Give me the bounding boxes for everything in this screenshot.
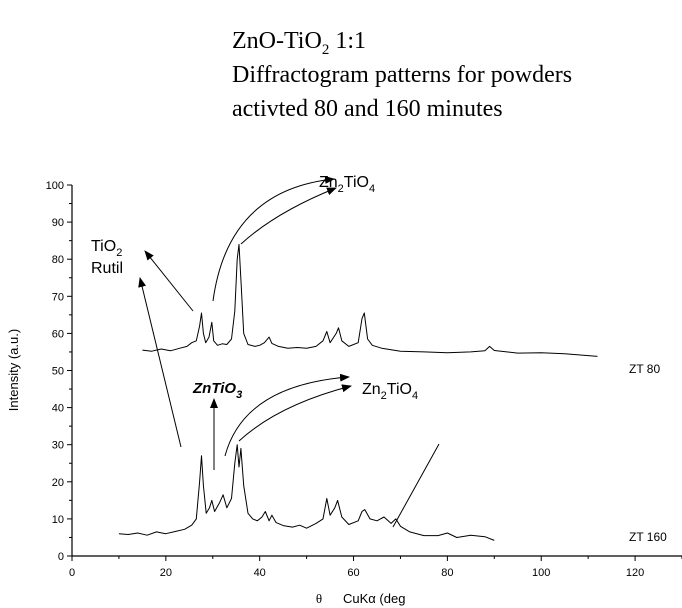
y-axis-label: Intensity (a.u.) [6,329,21,411]
series-line-zt80 [142,243,598,357]
zn2tio4-bottom-sub1: 2 [381,390,387,402]
arrow-zn2tio4-bottom-lower [238,384,352,442]
annotation-zntio3: ZnTiO3 [192,380,242,401]
pointer-line-right [392,443,440,528]
x-tick-label: 60 [347,567,359,579]
title-line1-tail: 1:1 [329,28,366,54]
y-tick-label: 70 [52,291,64,303]
y-tick-label: 100 [46,180,64,192]
arrow-zn2tio4-bottom-upper [224,373,350,457]
y-tick-label: 30 [52,440,64,452]
rutile-tio-main: TiO [91,238,116,255]
y-tick-label: 80 [52,254,64,266]
zn2tio4-top-sub1: 2 [338,183,344,195]
y-tick-label: 20 [52,477,64,489]
y-tick-label: 40 [52,403,64,415]
series-layer: ZT 80 ZT 160 [118,243,667,544]
zntio3-sub: 3 [236,389,242,401]
series-line-zt160 [118,444,495,541]
chart-title-line1: ZnO-TiO2 1:1 [232,28,366,58]
y-tick-label: 0 [58,551,64,563]
arrow-rutile-zt80 [144,250,194,312]
title-line1-main: ZnO-TiO [232,28,322,54]
y-tick-label: 10 [52,514,64,526]
x-axis-label-main: CuKα (deg [343,591,405,606]
axis-ticks: 0 10 20 30 40 50 60 70 80 90 100 0 20 40 60 80 100 120 [46,180,682,579]
chart-title-line2: Diffractogram patterns for powders [232,62,572,88]
y-tick-label: 50 [52,366,64,378]
x-tick-label: 80 [441,567,453,579]
x-tick-label: 100 [532,567,550,579]
arrow-rutile-zt160 [138,277,182,448]
chart-title-line3: activted 80 and 160 minutes [232,96,503,122]
x-tick-label: 40 [254,567,266,579]
y-tick-label: 60 [52,328,64,340]
x-tick-label: 20 [160,567,172,579]
arrow-zn2tio4-top-lower [240,187,337,245]
annotation-zn2tio4-bottom: Zn2TiO4 [362,381,418,402]
x-axis-label-theta: θ [316,591,322,606]
zntio3-main: ZnTiO [192,380,236,397]
x-tick-label: 120 [626,567,644,579]
zn2tio4-top-sub2: 4 [369,183,375,195]
x-tick-label: 0 [69,567,75,579]
zn2tio4-bottom-tio: TiO [387,381,412,398]
annotation-rutile-tio2: TiO2 [91,238,122,259]
title-line1-sub: 2 [322,42,330,58]
arrow-zn2tio4-top-upper [212,175,335,302]
zn2tio4-bottom-zn: Zn [362,381,381,398]
annotation-rutile-label: Rutil [91,260,123,277]
rutile-tio-sub: 2 [116,247,122,259]
zn2tio4-bottom-sub2: 4 [412,390,418,402]
series-label-zt160: ZT 160 [629,530,667,544]
y-tick-label: 90 [52,217,64,229]
series-label-zt80: ZT 80 [629,362,660,376]
zn2tio4-top-tio: TiO [344,174,369,191]
